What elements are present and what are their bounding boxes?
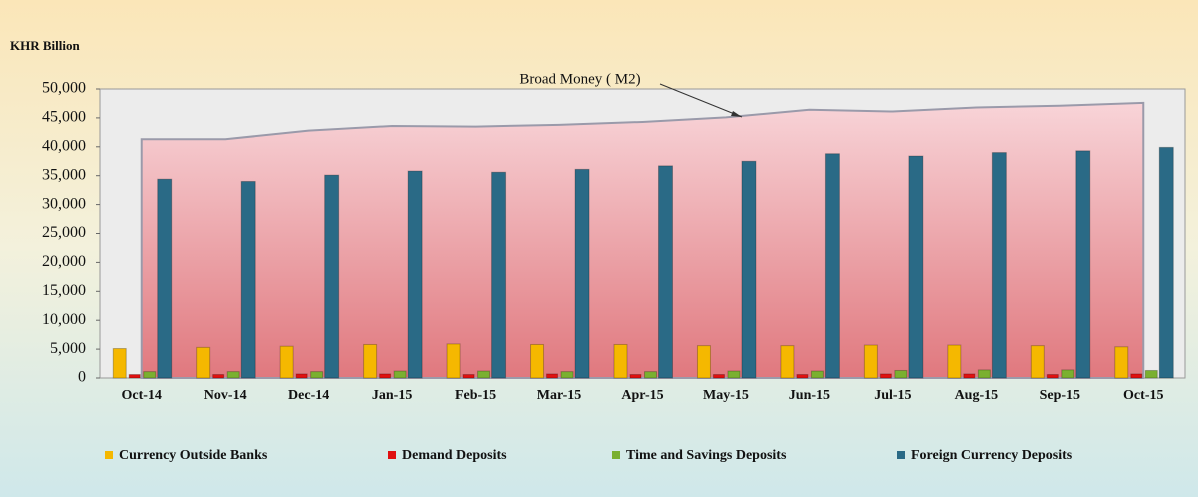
x-tick-label: Oct-14 — [122, 388, 162, 403]
bar — [658, 165, 673, 379]
x-tick-label: Jun-15 — [789, 388, 830, 403]
bar — [629, 374, 642, 379]
bar — [530, 343, 545, 379]
bar — [644, 371, 657, 379]
unit-label: KHR Billion — [10, 38, 80, 53]
bar — [279, 345, 294, 379]
bar — [712, 374, 725, 379]
x-tick-label: May-15 — [703, 388, 749, 403]
bar — [1130, 373, 1143, 379]
bar — [863, 344, 878, 379]
bar — [696, 345, 711, 379]
y-tick-label: 0 — [78, 369, 86, 386]
x-tick-label: Sep-15 — [1040, 388, 1080, 403]
bar — [446, 343, 461, 379]
bar — [1030, 345, 1045, 379]
bar — [491, 171, 507, 379]
bar — [991, 152, 1007, 379]
legend-label: Currency Outside Banks — [119, 448, 268, 463]
area — [140, 101, 1145, 379]
legend-swatch — [897, 451, 905, 459]
bar — [574, 168, 590, 379]
bar — [810, 370, 824, 379]
bar — [894, 369, 908, 379]
bar — [310, 371, 324, 379]
bar — [796, 374, 809, 379]
x-tick-label: Apr-15 — [621, 388, 663, 403]
annotation-arrow — [659, 83, 743, 118]
bar — [1114, 346, 1129, 379]
legend-swatch — [612, 451, 620, 459]
x-tick-label: Dec-14 — [288, 388, 329, 403]
bar — [879, 373, 892, 379]
y-tick-label: 50,000 — [42, 80, 86, 97]
y-tick-label: 15,000 — [42, 282, 86, 299]
bar — [560, 371, 574, 379]
x-tick-label: Jan-15 — [372, 388, 412, 403]
legend-swatch — [388, 451, 396, 459]
y-tick-label: 25,000 — [42, 224, 86, 241]
bar — [741, 160, 757, 379]
y-tick-label: 5,000 — [50, 340, 86, 357]
bar — [1046, 374, 1059, 379]
legend-label: Time and Savings Deposits — [626, 448, 787, 463]
x-tick-label: Oct-15 — [1123, 388, 1163, 403]
bar — [613, 343, 628, 379]
x-tick-label: Feb-15 — [455, 388, 496, 403]
x-tick-label: Mar-15 — [537, 388, 582, 403]
legend-label: Demand Deposits — [402, 448, 507, 463]
x-tick-label: Aug-15 — [955, 388, 999, 403]
bar — [324, 174, 340, 379]
bar — [1061, 369, 1075, 379]
y-tick-label: 35,000 — [42, 166, 86, 183]
bar — [157, 178, 173, 379]
bar — [112, 348, 127, 379]
bar — [908, 155, 924, 379]
bar — [1075, 150, 1091, 379]
bar — [780, 345, 795, 379]
bar — [947, 344, 962, 379]
bar — [407, 170, 423, 379]
bar — [295, 373, 308, 379]
legend-swatch — [105, 451, 113, 459]
x-tick-label: Nov-14 — [204, 388, 247, 403]
bar — [824, 153, 840, 379]
bar — [462, 374, 475, 379]
bar — [963, 373, 976, 379]
bar — [240, 180, 256, 379]
bar — [477, 370, 491, 379]
bar — [379, 373, 392, 379]
bar — [393, 370, 407, 379]
y-tick-label: 10,000 — [42, 311, 86, 328]
legend-label: Foreign Currency Deposits — [911, 448, 1073, 463]
bar — [546, 373, 559, 379]
y-tick-label: 20,000 — [42, 253, 86, 270]
bar — [196, 346, 211, 379]
y-tick-label: 40,000 — [42, 137, 86, 154]
bar — [1158, 146, 1174, 379]
bar — [727, 370, 741, 379]
y-tick-label: 30,000 — [42, 195, 86, 212]
bar — [128, 374, 141, 379]
bar — [226, 371, 240, 379]
x-tick-label: Jul-15 — [874, 388, 911, 403]
bar — [977, 369, 991, 379]
bar — [143, 371, 157, 379]
annotation: Broad Money ( M2) — [519, 71, 640, 87]
y-tick-label: 45,000 — [42, 109, 86, 126]
bar — [363, 343, 378, 379]
arrow-head — [731, 111, 742, 117]
bar — [212, 374, 225, 379]
bar — [1144, 369, 1158, 379]
